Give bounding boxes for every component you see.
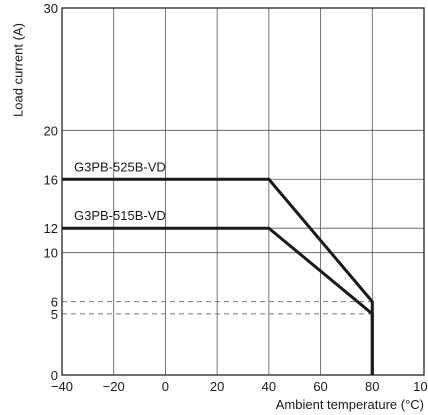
series-label: G3PB-525B-VD xyxy=(74,159,166,174)
x-tick-label: 0 xyxy=(162,379,169,394)
x-tick-label: 100 xyxy=(413,379,428,394)
x-tick-label: 40 xyxy=(262,379,276,394)
y-tick-label: 16 xyxy=(44,172,58,187)
series-labels: G3PB-525B-VD G3PB-515B-VD xyxy=(74,159,166,223)
y-tick-labels: 0 56 10 12 16 20 30 xyxy=(44,1,58,383)
grid-lines xyxy=(62,8,424,375)
x-tick-label: 60 xyxy=(313,379,327,394)
series-label: G3PB-515B-VD xyxy=(74,208,166,223)
x-tick-labels: −40 −20 0 20 40 60 80 100 xyxy=(51,379,428,394)
x-axis-label: Ambient temperature (°C) xyxy=(276,397,424,412)
y-tick-label: 0 xyxy=(51,368,58,383)
y-axis-label: Load current (A) xyxy=(11,23,26,117)
y-tick-label: 30 xyxy=(44,1,58,16)
x-tick-label: −20 xyxy=(103,379,125,394)
y-tick-label: 12 xyxy=(44,221,58,236)
reference-lines xyxy=(62,301,373,315)
y-tick-label: 6 xyxy=(51,295,58,310)
x-tick-label: 20 xyxy=(210,379,224,394)
series-lines xyxy=(62,177,374,375)
y-tick-label: 20 xyxy=(44,123,58,138)
x-tick-label: 80 xyxy=(365,379,379,394)
y-tick-label: 5 xyxy=(51,307,58,322)
y-tick-label: 10 xyxy=(44,246,58,261)
x-tick-label: −40 xyxy=(51,379,73,394)
plot-frame xyxy=(61,7,425,376)
series-line xyxy=(62,226,374,375)
